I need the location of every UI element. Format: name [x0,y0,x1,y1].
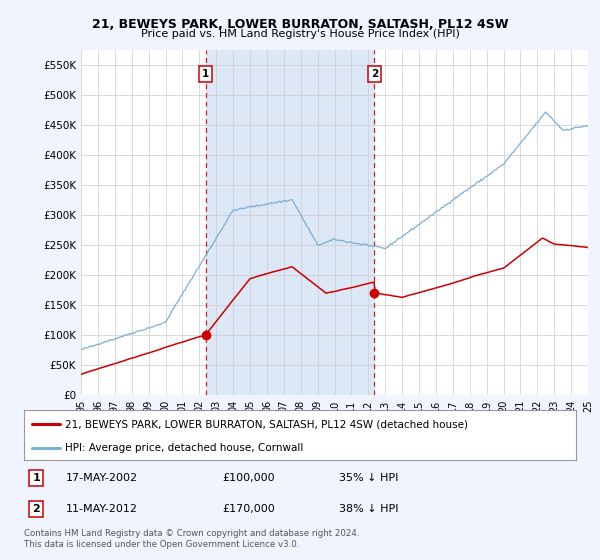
Text: 11-MAY-2012: 11-MAY-2012 [65,504,137,514]
Text: HPI: Average price, detached house, Cornwall: HPI: Average price, detached house, Corn… [65,443,304,452]
Bar [206,50,374,395]
Text: 38% ↓ HPI: 38% ↓ HPI [338,504,398,514]
Text: £100,000: £100,000 [223,473,275,483]
Text: This data is licensed under the Open Government Licence v3.0.: This data is licensed under the Open Gov… [24,540,299,549]
Text: 2: 2 [371,69,378,80]
Text: 21, BEWEYS PARK, LOWER BURRATON, SALTASH, PL12 4SW (detached house): 21, BEWEYS PARK, LOWER BURRATON, SALTASH… [65,419,469,429]
Text: Contains HM Land Registry data © Crown copyright and database right 2024.: Contains HM Land Registry data © Crown c… [24,529,359,538]
Text: Price paid vs. HM Land Registry's House Price Index (HPI): Price paid vs. HM Land Registry's House … [140,29,460,39]
Text: 1: 1 [202,69,209,80]
Text: 21, BEWEYS PARK, LOWER BURRATON, SALTASH, PL12 4SW: 21, BEWEYS PARK, LOWER BURRATON, SALTASH… [92,18,508,31]
Text: 17-MAY-2002: 17-MAY-2002 [65,473,137,483]
Text: 2: 2 [32,504,40,514]
Text: 35% ↓ HPI: 35% ↓ HPI [338,473,398,483]
Text: 1: 1 [32,473,40,483]
Text: £170,000: £170,000 [223,504,275,514]
